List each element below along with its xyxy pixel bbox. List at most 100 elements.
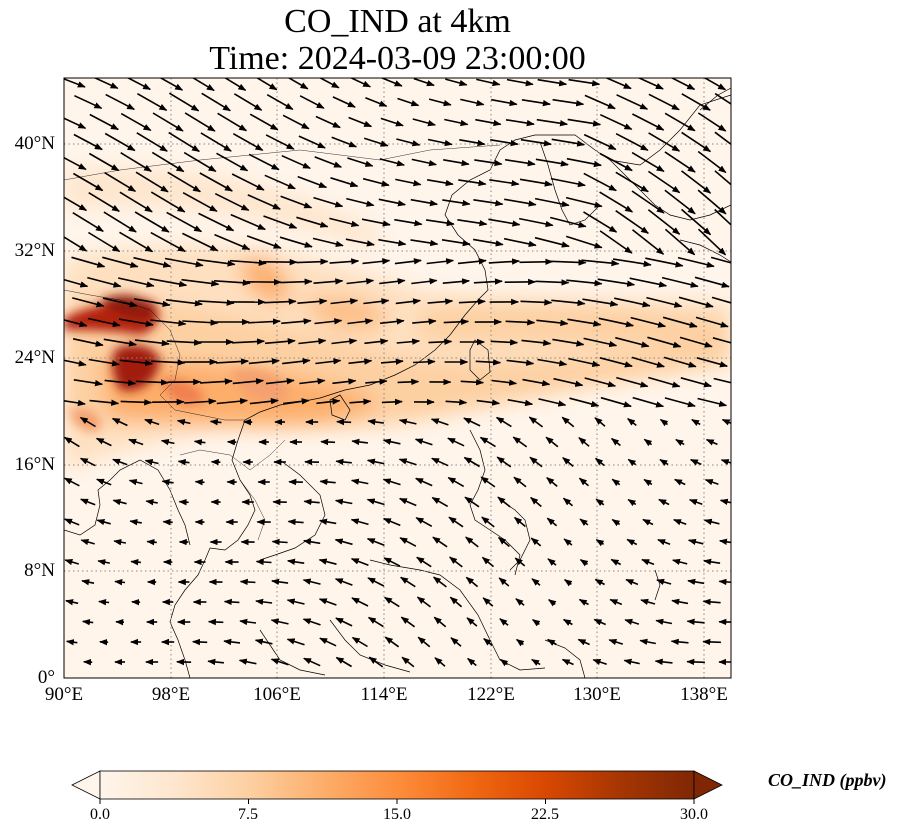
wind-arrow [88,358,120,367]
wind-arrow [562,456,574,468]
wind-arrow [151,359,186,366]
wind-arrow [93,78,119,90]
wind-arrow [194,478,205,486]
wind-arrow [531,618,541,627]
wind-arrow [445,399,468,406]
wind-arrow [159,78,184,91]
wind-arrow [79,416,96,428]
wind-arrow [583,172,617,192]
wind-arrow [130,558,141,566]
wind-arrow [536,118,568,127]
wind-arrow [104,172,137,192]
wind-arrow [102,297,138,308]
wind-arrow [64,518,80,526]
colorbar-tick: 7.5 [238,806,258,823]
wind-arrow [137,93,168,111]
wind-arrow [232,133,264,151]
wind-arrow [114,579,126,586]
wind-arrow [482,597,494,607]
wind-arrow [232,378,264,385]
wind-arrow [119,359,154,367]
wind-arrow [615,336,650,348]
wind-arrow [519,178,553,187]
wind-arrow [347,318,374,325]
wind-arrow [149,277,188,288]
wind-arrow [336,418,352,426]
wind-arrow [689,458,702,466]
wind-arrow [265,134,295,150]
wind-arrow [366,458,385,465]
plot-title-time: Time: 2024-03-09 23:00:00 [209,40,586,77]
wind-arrow [550,259,587,266]
wind-arrow [247,318,281,325]
wind-arrow [499,658,509,667]
wind-arrow [599,191,634,213]
wind-arrow [381,398,403,406]
wind-arrow [72,338,104,347]
wind-arrow [705,438,718,446]
wind-arrow [88,192,120,212]
wind-arrow [442,199,471,207]
wind-arrow [64,78,86,88]
wind-arrow [87,276,122,288]
wind-arrow [223,598,240,606]
wind-arrow [594,457,605,467]
wind-arrow [192,638,208,646]
wind-arrow [365,378,388,385]
wind-arrow [161,479,174,486]
wind-arrow [271,538,288,546]
colorbar-extend-max [693,770,723,800]
wind-arrow [151,151,185,173]
wind-arrow [491,379,518,386]
wind-arrow [80,498,96,506]
wind-arrow [674,478,686,486]
wind-arrow [105,93,136,111]
wind-arrow [648,93,680,111]
wind-arrow [347,157,374,167]
wind-arrow [520,138,552,147]
wind-arrow [720,459,731,466]
wind-arrow [497,536,510,548]
wind-arrow [434,657,446,667]
wind-arrow [134,211,170,233]
wind-arrow [239,618,257,626]
wind-arrow [529,456,543,468]
wind-arrow [513,516,526,528]
wind-arrow [112,458,128,466]
wind-arrow [380,318,405,325]
wind-arrow [395,178,422,187]
wind-arrow [530,496,542,508]
wind-arrow [610,558,622,566]
wind-arrow [331,136,358,148]
wind-arrow [566,279,603,287]
wind-arrow [74,94,103,110]
map-frame [63,77,732,679]
wind-arrow [331,338,358,345]
wind-arrow [659,458,669,467]
wind-arrow [394,258,422,265]
lat-label-40n: 40°N [14,133,55,154]
graticule [64,78,731,678]
wind-arrow [217,112,248,132]
wind-arrow [181,278,220,287]
wind-arrow [583,211,618,233]
wind-arrow [199,172,233,192]
wind-arrow [496,456,512,468]
wind-arrow [645,257,684,268]
wind-arrow [271,578,289,586]
country-borders [64,144,501,541]
wind-arrow [64,477,80,487]
wind-arrow [297,298,328,305]
wind-arrow [513,476,527,488]
wind-arrow [213,279,251,286]
wind-arrow [287,558,305,566]
wind-arrow [623,658,640,665]
wind-arrow [198,212,235,232]
wind-arrow [193,439,206,446]
wind-arrow [713,377,731,384]
wind-arrow [670,638,689,646]
wind-arrow [531,658,541,666]
wind-arrow [150,231,186,253]
wind-arrow [611,478,621,487]
